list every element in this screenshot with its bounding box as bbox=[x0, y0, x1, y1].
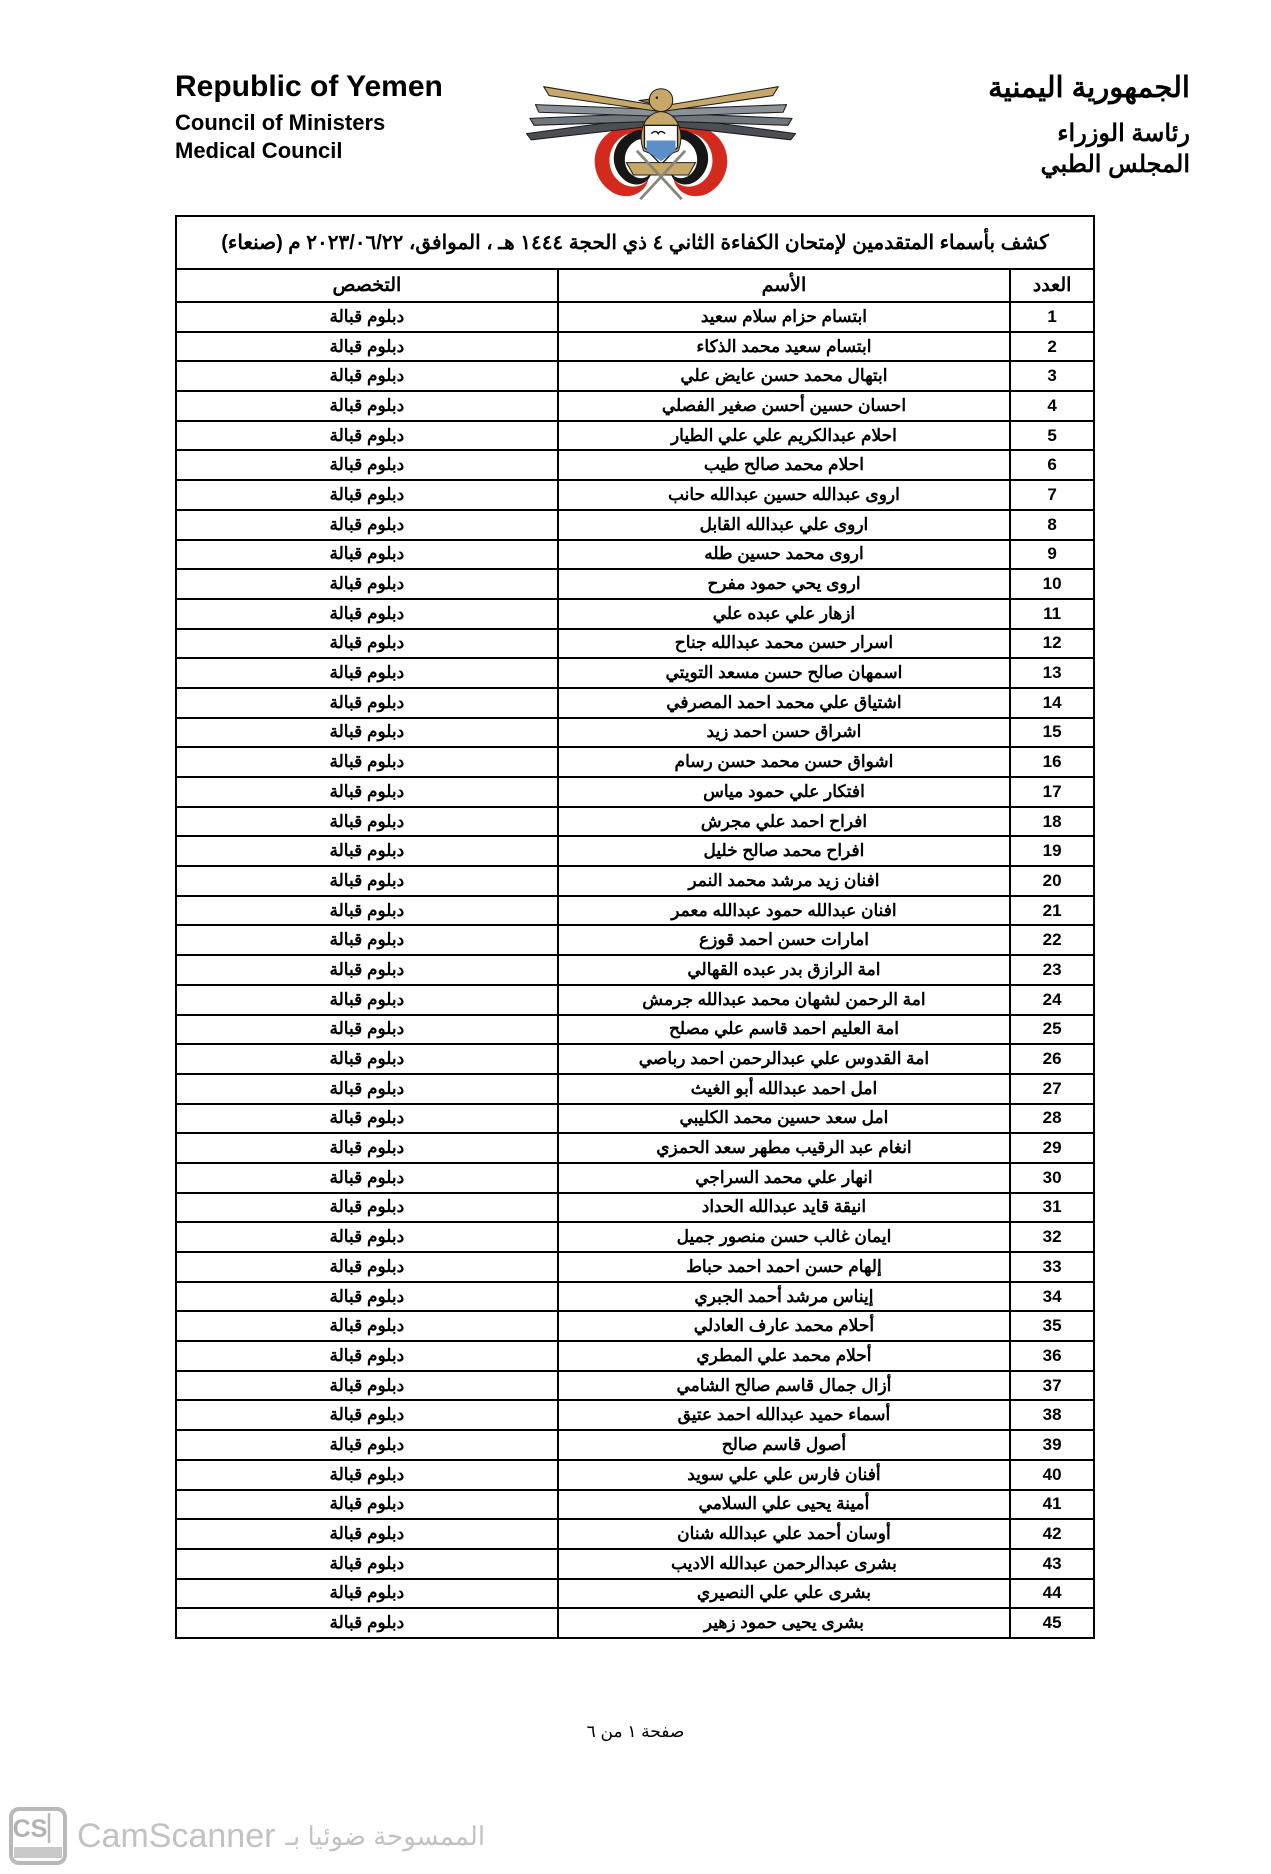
svg-text:CS: CS bbox=[13, 1815, 48, 1843]
